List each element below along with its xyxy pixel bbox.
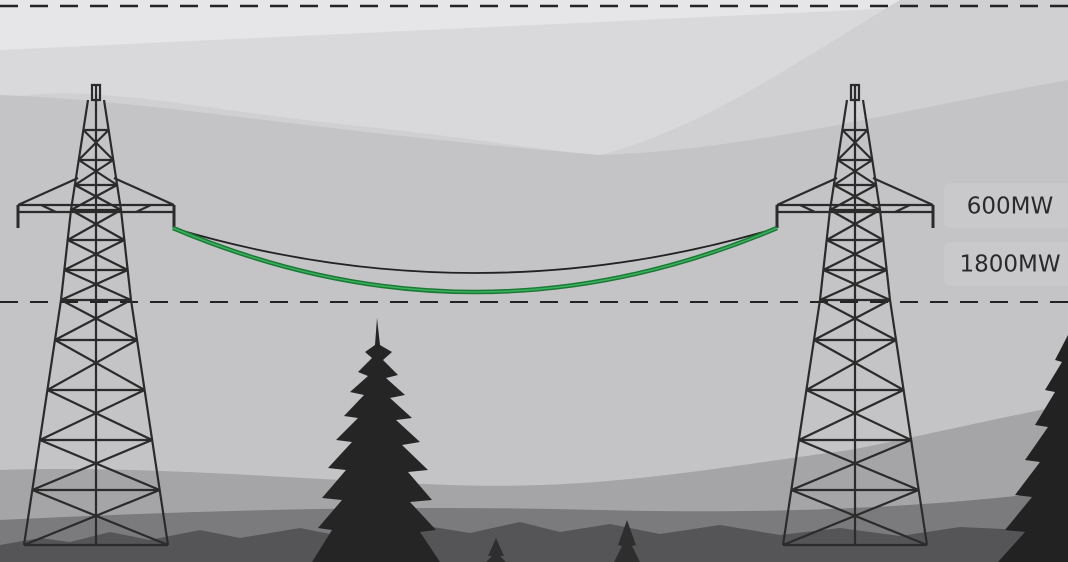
small-tree <box>486 538 506 562</box>
small-tree <box>614 520 640 562</box>
forest-line <box>0 522 1068 562</box>
cable-black <box>172 227 778 274</box>
label-box <box>944 183 1068 228</box>
label-box <box>944 242 1068 286</box>
power-label: 1800MW <box>959 252 1060 278</box>
fir-tree <box>312 318 440 562</box>
sky-light <box>0 0 1068 50</box>
edge-tree <box>998 335 1068 562</box>
cable-green-highlight <box>172 227 778 293</box>
power-label: 600MW <box>967 194 1054 220</box>
